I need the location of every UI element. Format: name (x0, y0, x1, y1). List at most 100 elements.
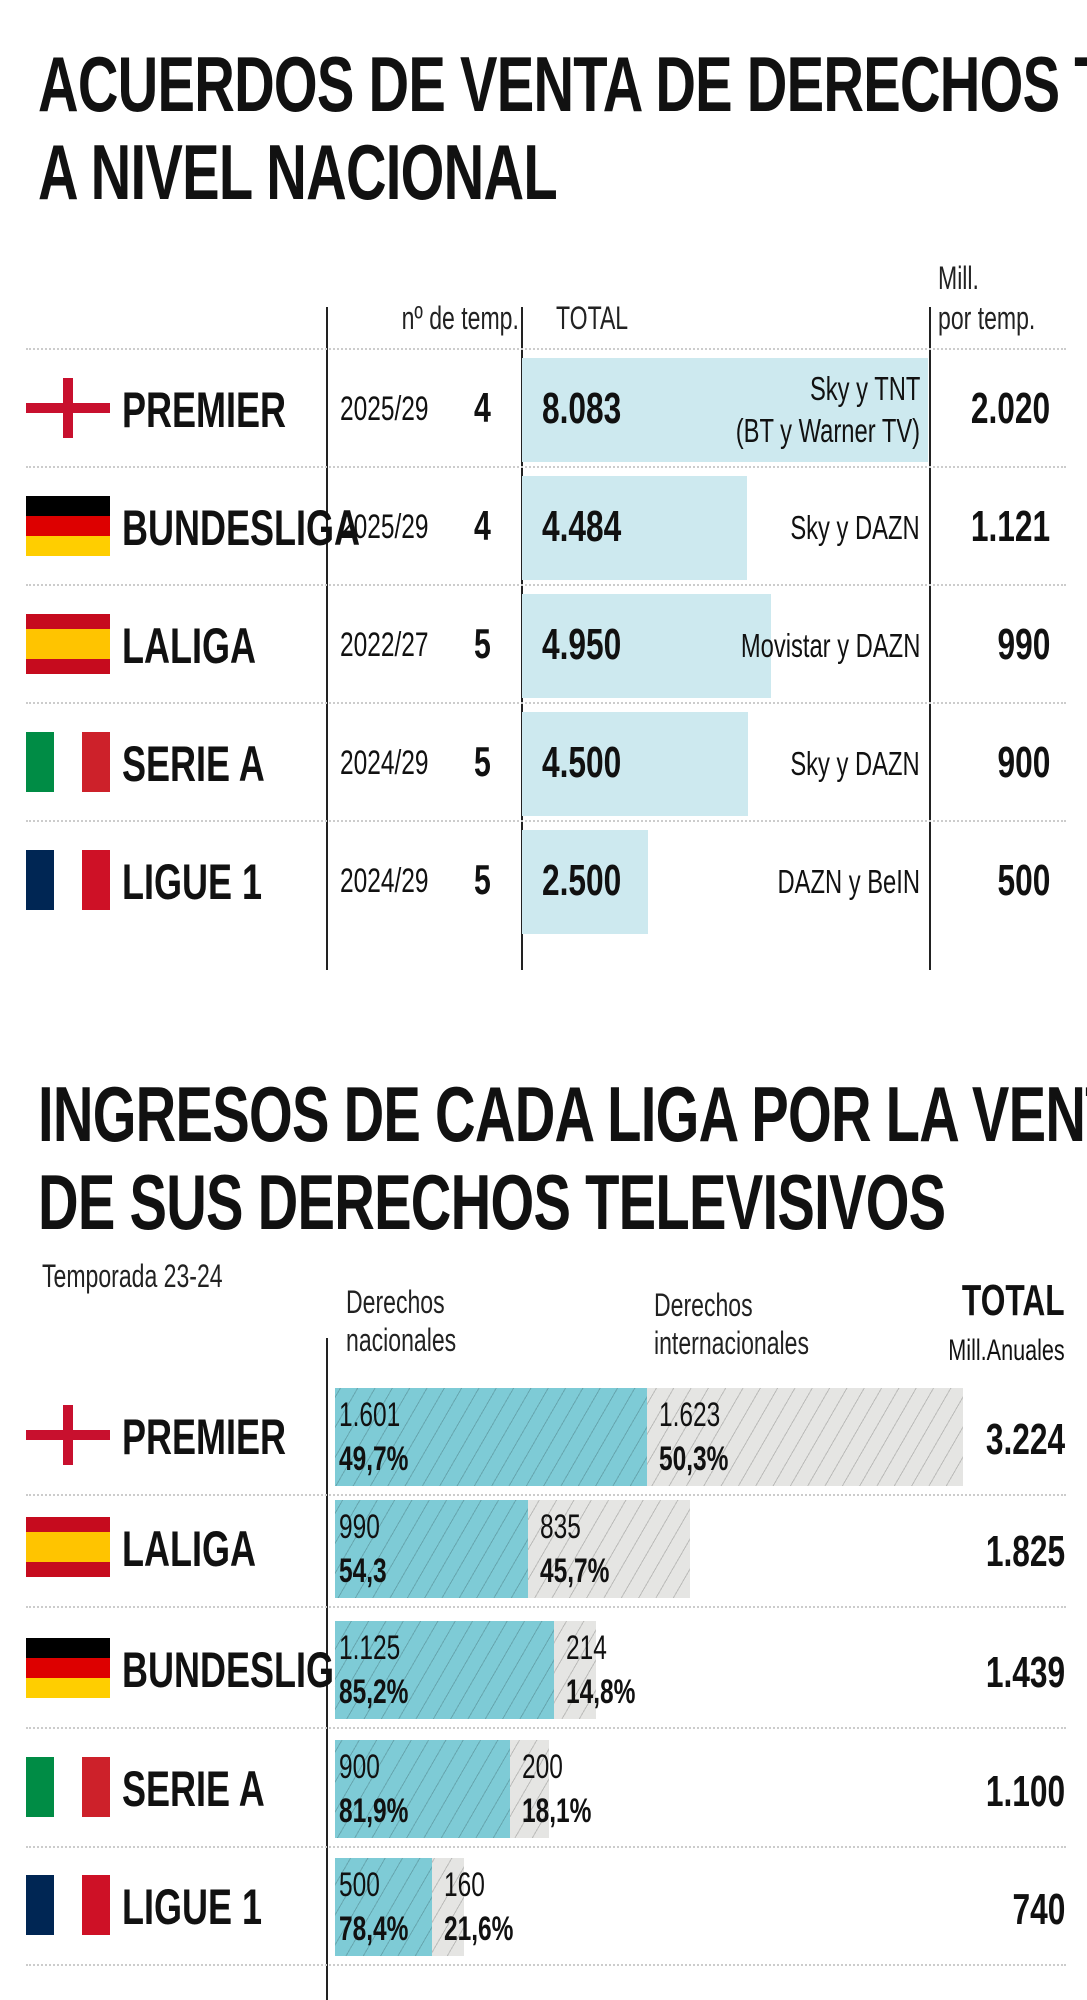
international-bar (510, 1740, 550, 1838)
row-separator (26, 1964, 1066, 1966)
row-separator (26, 1727, 1066, 1729)
title-line: A NIVEL NACIONAL (38, 128, 558, 216)
percent-label: 54,3 (339, 1552, 387, 1590)
flag-england-icon (26, 378, 110, 438)
flag-germany-icon (26, 496, 110, 556)
total-value: 1.825 (985, 1527, 1065, 1576)
broadcaster-line: Sky y DAZN (790, 509, 920, 546)
percent-label: 18,1% (522, 1792, 592, 1830)
percent-label: 21,6% (444, 1910, 514, 1948)
seasons-count: 4 (474, 384, 491, 431)
seasons-count: 4 (474, 502, 491, 549)
title-line: INGRESOS DE CADA LIGA POR LA VENTA (38, 1070, 1087, 1158)
header-total: TOTAL (962, 1276, 1065, 1325)
total-bar (522, 830, 648, 934)
value-label: 1.125 (339, 1629, 401, 1667)
header-seasons: nº de temp. (401, 300, 519, 336)
subtitle: Temporada 23-24 (42, 1258, 223, 1294)
value-label: 214 (566, 1629, 607, 1667)
league-name: LIGUE 1 (122, 1879, 263, 1935)
percent-label: 81,9% (339, 1792, 409, 1830)
league-name: BUNDESLIGA (122, 500, 361, 556)
flag-italy-icon (26, 1757, 110, 1817)
broadcaster: Sky y TNT (BT y Warner TV) (640, 368, 920, 452)
national-bar (335, 1858, 433, 1956)
broadcaster-line: (BT y Warner TV) (735, 412, 920, 449)
total-value: 2.500 (542, 856, 622, 905)
period: 2025/29 (340, 390, 429, 428)
flag-italy-icon (26, 732, 110, 792)
national-label: 1.125 85,2% (339, 1626, 435, 1714)
per-season-value: 500 (997, 856, 1050, 905)
row-separator (26, 348, 1066, 350)
value-label: 500 (339, 1866, 380, 1904)
international-label: 160 21,6% (444, 1863, 540, 1951)
per-season-value: 900 (997, 738, 1050, 787)
total-bar (522, 476, 748, 580)
international-bar (432, 1858, 464, 1956)
header-text: Derechos (654, 1287, 753, 1323)
total-bar (522, 594, 771, 698)
header-total: TOTAL (556, 300, 629, 336)
header-text: nacionales (346, 1322, 457, 1358)
national-bar (335, 1388, 647, 1486)
total-value: 8.083 (542, 384, 622, 433)
national-label: 900 81,9% (339, 1745, 435, 1833)
flag-france-icon (26, 850, 110, 910)
international-bar (527, 1500, 691, 1598)
international-bar (646, 1388, 963, 1486)
league-name: PREMIER (122, 382, 287, 438)
header-text: Derechos (346, 1284, 445, 1320)
total-value: 740 (1012, 1885, 1065, 1934)
column-divider (929, 307, 931, 970)
total-value: 1.439 (985, 1648, 1065, 1697)
percent-label: 78,4% (339, 1910, 409, 1948)
international-label: 200 18,1% (522, 1745, 618, 1833)
total-value: 4.950 (542, 620, 622, 669)
seasons-count: 5 (474, 856, 491, 903)
period: 2024/29 (340, 744, 429, 782)
flag-france-icon (26, 1875, 110, 1935)
total-value: 3.224 (985, 1415, 1065, 1464)
per-season-value: 990 (997, 620, 1050, 669)
international-bar (554, 1621, 596, 1719)
broadcaster: DAZN y BeIN (640, 861, 920, 903)
header-text: Mill. (938, 260, 979, 296)
total-value: 4.500 (542, 738, 622, 787)
row-separator (26, 1846, 1066, 1848)
header-text: internacionales (654, 1325, 809, 1361)
row-separator (26, 702, 1066, 704)
column-divider (326, 307, 328, 970)
value-label: 1.623 (658, 1396, 721, 1434)
row-separator (26, 584, 1066, 586)
row-separator (26, 466, 1066, 468)
header-text: por temp. (938, 300, 1036, 336)
title-line: DE SUS DERECHOS TELEVISIVOS (38, 1158, 946, 1246)
row-separator (26, 1494, 1066, 1496)
total-value: 4.484 (542, 502, 622, 551)
national-bar (335, 1740, 511, 1838)
row-separator (26, 820, 1066, 822)
period: 2024/29 (340, 862, 429, 900)
international-label: 1.623 50,3% (659, 1393, 755, 1481)
broadcaster-line: Sky y DAZN (790, 745, 920, 782)
broadcaster: Sky y DAZN (640, 743, 920, 785)
value-label: 200 (522, 1748, 564, 1786)
percent-label: 14,8% (566, 1673, 636, 1711)
league-name: PREMIER (122, 1409, 287, 1465)
flag-germany-icon (26, 1638, 110, 1698)
league-name: LIGUE 1 (122, 854, 263, 910)
chart2-title: INGRESOS DE CADA LIGA POR LA VENTA DE SU… (38, 1070, 1087, 1246)
percent-label: 45,7% (539, 1552, 610, 1590)
league-name: LALIGA (122, 1521, 256, 1577)
value-label: 160 (444, 1866, 486, 1904)
flag-spain-icon (26, 614, 110, 674)
header-international: Derechos internacionales (654, 1286, 869, 1362)
broadcaster: Sky y DAZN (640, 507, 920, 549)
flag-spain-icon (26, 1517, 110, 1577)
national-label: 500 78,4% (339, 1863, 435, 1951)
broadcaster-line: Movistar y DAZN (740, 627, 920, 664)
total-bar (522, 358, 928, 462)
header-per-season: Mill. por temp. (938, 258, 1073, 338)
